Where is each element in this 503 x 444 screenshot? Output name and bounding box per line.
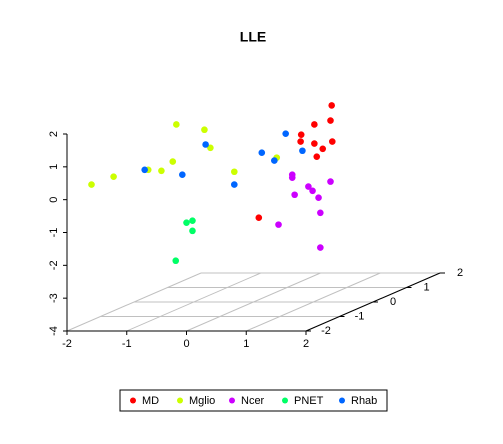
point [313,153,321,160]
z-tick-label: 1 [423,281,429,293]
y-tick-label: -3 [48,293,60,303]
z-tick-label: -1 [355,310,365,322]
point [311,121,318,128]
x-tick-label: 2 [303,338,309,350]
point [110,173,117,180]
legend-label: Mglio [189,395,215,407]
point [201,126,208,134]
legend: MD Mglio Ncer PNET Rhab [119,389,388,412]
point [141,166,148,174]
point [288,174,296,181]
x-tick-label: 0 [183,338,189,350]
legend-marker [177,397,183,404]
legend-label: Rhab [351,395,377,407]
point [291,191,298,199]
y-tick-label: 0 [48,197,60,203]
point [309,187,316,195]
point [315,194,322,201]
point [317,244,324,251]
point [183,219,190,226]
point [179,171,186,179]
point [319,145,327,153]
legend-box [119,389,388,412]
legend-label: MD [142,395,159,407]
point [158,167,165,175]
point [169,158,177,165]
point [317,209,324,217]
x-tick-label: -2 [62,338,72,350]
x-tick-label: 1 [243,338,249,350]
z-tick-label: 2 [457,267,463,279]
y-tick-label: -2 [48,260,60,270]
point [202,141,209,148]
point [231,181,238,188]
point [282,130,289,137]
point [173,121,180,128]
legend-marker [339,397,345,404]
point [327,178,334,185]
y-tick-label: -4 [48,326,60,336]
point [328,102,335,109]
chart-title: LLE [240,29,266,45]
y-tick-label: -1 [48,228,60,238]
point [271,157,278,164]
point [172,257,180,265]
legend-marker [229,397,235,404]
point [88,181,95,188]
point [297,131,305,138]
y-tick-label: 2 [48,131,60,137]
point [297,138,304,145]
point [299,147,306,155]
x-tick-label: -1 [122,338,132,350]
point [231,168,238,176]
legend-marker [130,397,136,404]
legend-label: PNET [294,395,324,407]
z-tick-label: 0 [390,296,396,308]
point [328,138,336,145]
point [189,217,196,224]
legend-marker [282,397,288,404]
z-tick-label: -2 [321,325,331,337]
point [311,140,318,147]
point [255,214,263,222]
y-tick-label: 1 [48,164,60,170]
point [258,149,266,157]
point [305,183,312,190]
point [189,227,196,235]
legend-label: Ncer [241,395,265,407]
point [275,221,282,228]
point [327,117,334,124]
point [207,144,214,152]
